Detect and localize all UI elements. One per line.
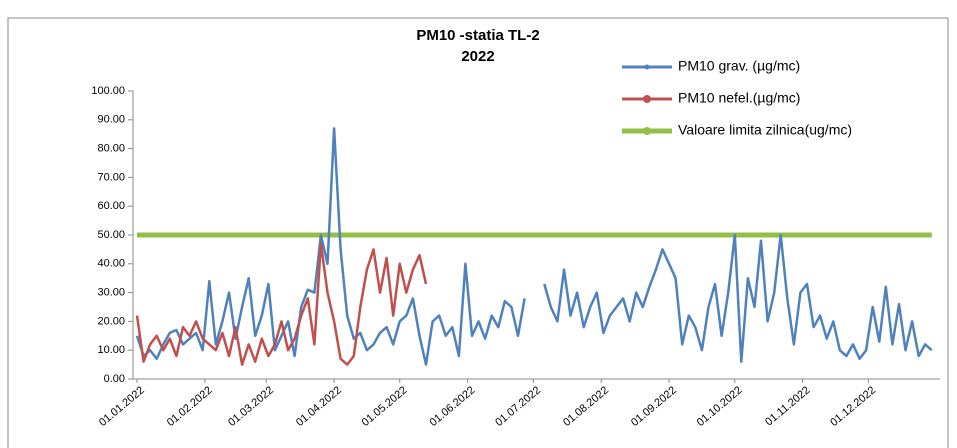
legend-marker	[644, 64, 650, 70]
y-tick-label: 80.00	[97, 143, 125, 155]
y-tick-label: 40.00	[97, 258, 125, 270]
y-tick-label: 30.00	[97, 287, 125, 299]
series-line	[135, 242, 428, 366]
chart-subtitle: 2022	[461, 48, 494, 65]
legend-label: Valoare limita zilnica(ug/mc)	[678, 122, 852, 138]
y-tick-label: 60.00	[97, 200, 125, 212]
y-tick-label: 10.00	[97, 344, 125, 356]
y-tick-label: 50.00	[97, 229, 125, 241]
y-tick-label: 20.00	[97, 315, 125, 327]
y-tick-label: 70.00	[97, 171, 125, 183]
chart-title: PM10 -statia TL-2	[416, 27, 539, 44]
y-tick-label: 90.00	[97, 114, 125, 126]
legend-label: PM10 nefel.(µg/mc)	[678, 90, 800, 106]
legend-label: PM10 grav. (µg/mc)	[678, 58, 800, 74]
series-line	[135, 127, 933, 366]
legend-marker	[643, 95, 651, 103]
y-tick-label: 0.00	[104, 373, 125, 385]
y-tick-label: 100.00	[91, 85, 125, 97]
legend-marker	[643, 127, 651, 135]
